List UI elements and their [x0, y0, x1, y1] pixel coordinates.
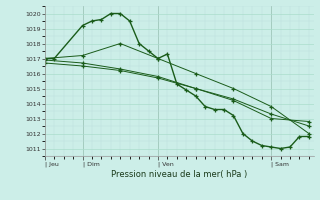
X-axis label: Pression niveau de la mer( hPa ): Pression niveau de la mer( hPa ) — [111, 170, 247, 179]
